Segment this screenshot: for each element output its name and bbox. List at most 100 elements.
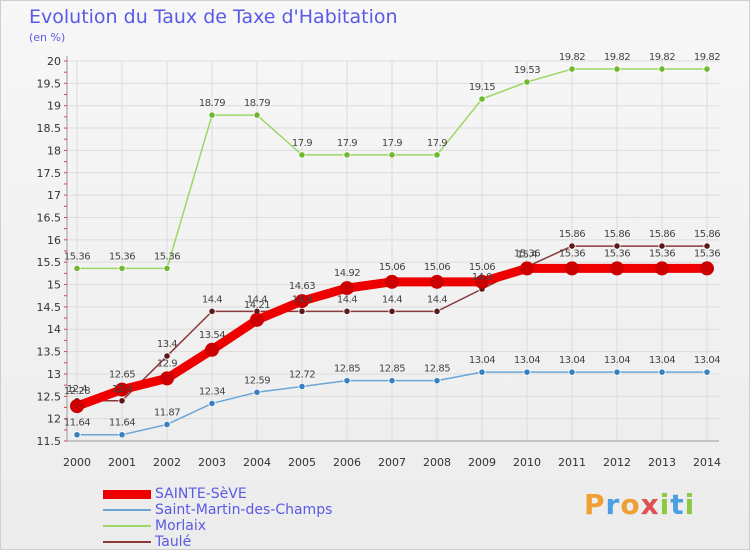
legend-label: Taulé [155, 534, 192, 550]
y-axis-unit-label: (en %) [29, 31, 66, 44]
data-label: 15.36 [109, 251, 135, 262]
series-point-2 [163, 264, 171, 273]
data-label: 15.36 [694, 248, 720, 259]
logo-letter: P [584, 488, 606, 521]
data-label: 15.36 [514, 248, 540, 259]
series-lines [70, 65, 714, 439]
legend-label: Saint-Martin-des-Champs [155, 502, 333, 518]
series-point-0 [160, 371, 174, 386]
data-label: 15.86 [604, 229, 630, 240]
x-tick-label: 2011 [558, 456, 586, 469]
legend-label: SAINTE-SèVE [155, 486, 247, 502]
y-tick-label: 14.5 [37, 301, 62, 314]
legend-swatch [103, 541, 151, 543]
series-point-1 [388, 377, 396, 385]
y-tick-label: 14 [47, 323, 61, 336]
y-tick-label: 19 [47, 100, 61, 113]
series-point-1 [163, 420, 171, 429]
data-label: 11.64 [109, 418, 135, 429]
series-point-2 [658, 65, 666, 73]
data-label: 14.4 [247, 294, 267, 305]
series-point-3 [388, 307, 396, 315]
y-tick-label: 19.5 [37, 77, 62, 90]
legend-item: Saint-Martin-des-Champs [103, 502, 423, 518]
series-point-1 [478, 368, 486, 376]
series-point-0 [430, 274, 444, 289]
x-tick-label: 2006 [333, 456, 361, 469]
data-label: 14.4 [337, 294, 357, 305]
series-point-3 [163, 352, 171, 360]
series-point-1 [298, 382, 306, 391]
series-point-3 [208, 307, 216, 315]
series-point-3 [568, 242, 576, 250]
series-point-1 [433, 377, 441, 385]
y-tick-label: 13 [47, 368, 61, 381]
series-point-0 [70, 399, 84, 414]
axes: 11.5 12 12.5 13 13.5 14 14.5 15 15.5 16 16.5 17 17.5… [37, 55, 722, 469]
series-point-2 [343, 151, 351, 159]
x-tick-label: 2003 [198, 456, 226, 469]
x-tick-label: 2009 [468, 456, 496, 469]
series-point-2 [388, 151, 396, 159]
chart-title: Evolution du Taux de Taxe d'Habitation [29, 6, 398, 28]
data-label: 15.06 [424, 262, 450, 273]
data-label: 19.82 [559, 52, 585, 63]
data-label: 15.36 [154, 251, 180, 262]
y-tick-label: 12 [47, 413, 61, 426]
series-point-2 [298, 151, 306, 159]
series-point-1 [658, 368, 666, 376]
data-label: 14.4 [202, 294, 222, 305]
data-label: 11.87 [154, 407, 180, 418]
legend-item: Taulé [103, 534, 423, 550]
data-label: 12.85 [334, 364, 360, 375]
data-label: 15.86 [649, 229, 675, 240]
series-point-2 [208, 111, 216, 119]
series-point-1 [703, 368, 711, 376]
series-point-2 [478, 95, 486, 103]
data-label: 19.82 [604, 52, 630, 63]
data-label: 12.4 [67, 384, 87, 395]
legend-item: Morlaix [103, 518, 423, 534]
series-point-1 [253, 388, 261, 396]
x-tick-label: 2012 [603, 456, 631, 469]
series-point-0 [250, 312, 264, 327]
x-tick-label: 2014 [693, 456, 721, 469]
series-point-1 [568, 368, 576, 376]
x-tick-label: 2001 [108, 456, 136, 469]
proxiti-logo: Proxiti [584, 488, 695, 521]
y-tick-label: 17 [47, 189, 61, 202]
series-point-3 [703, 242, 711, 250]
series-point-2 [118, 264, 126, 273]
series-point-0 [520, 261, 534, 276]
data-label: 12.28 [64, 386, 90, 397]
logo-letter: t [670, 488, 685, 521]
data-label: 13.04 [469, 355, 495, 366]
data-label: 14.4 [382, 294, 402, 305]
data-label: 13.4 [157, 339, 177, 350]
series-point-0 [115, 382, 129, 397]
series-point-2 [523, 78, 531, 86]
x-tick-label: 2004 [243, 456, 271, 469]
logo-letter: x [640, 488, 660, 521]
data-label: 17.9 [292, 138, 312, 149]
y-tick-label: 15.5 [37, 256, 62, 269]
legend-label: Morlaix [155, 518, 207, 534]
series-point-1 [523, 368, 531, 376]
data-label: 12.9 [157, 358, 177, 369]
data-label: 15.4 [517, 250, 537, 261]
series-point-0 [205, 342, 219, 357]
series-point-2 [433, 151, 441, 159]
series-point-1 [613, 368, 621, 376]
x-tick-label: 2013 [648, 456, 676, 469]
series-point-2 [613, 65, 621, 73]
series-point-3 [343, 307, 351, 315]
data-label: 19.82 [694, 52, 720, 63]
logo-letter: i [659, 488, 671, 521]
data-label: 14.4 [427, 294, 447, 305]
data-label: 14.21 [244, 300, 270, 311]
series-point-3 [658, 242, 666, 250]
series-point-0 [700, 261, 714, 276]
series-point-0 [655, 261, 669, 276]
